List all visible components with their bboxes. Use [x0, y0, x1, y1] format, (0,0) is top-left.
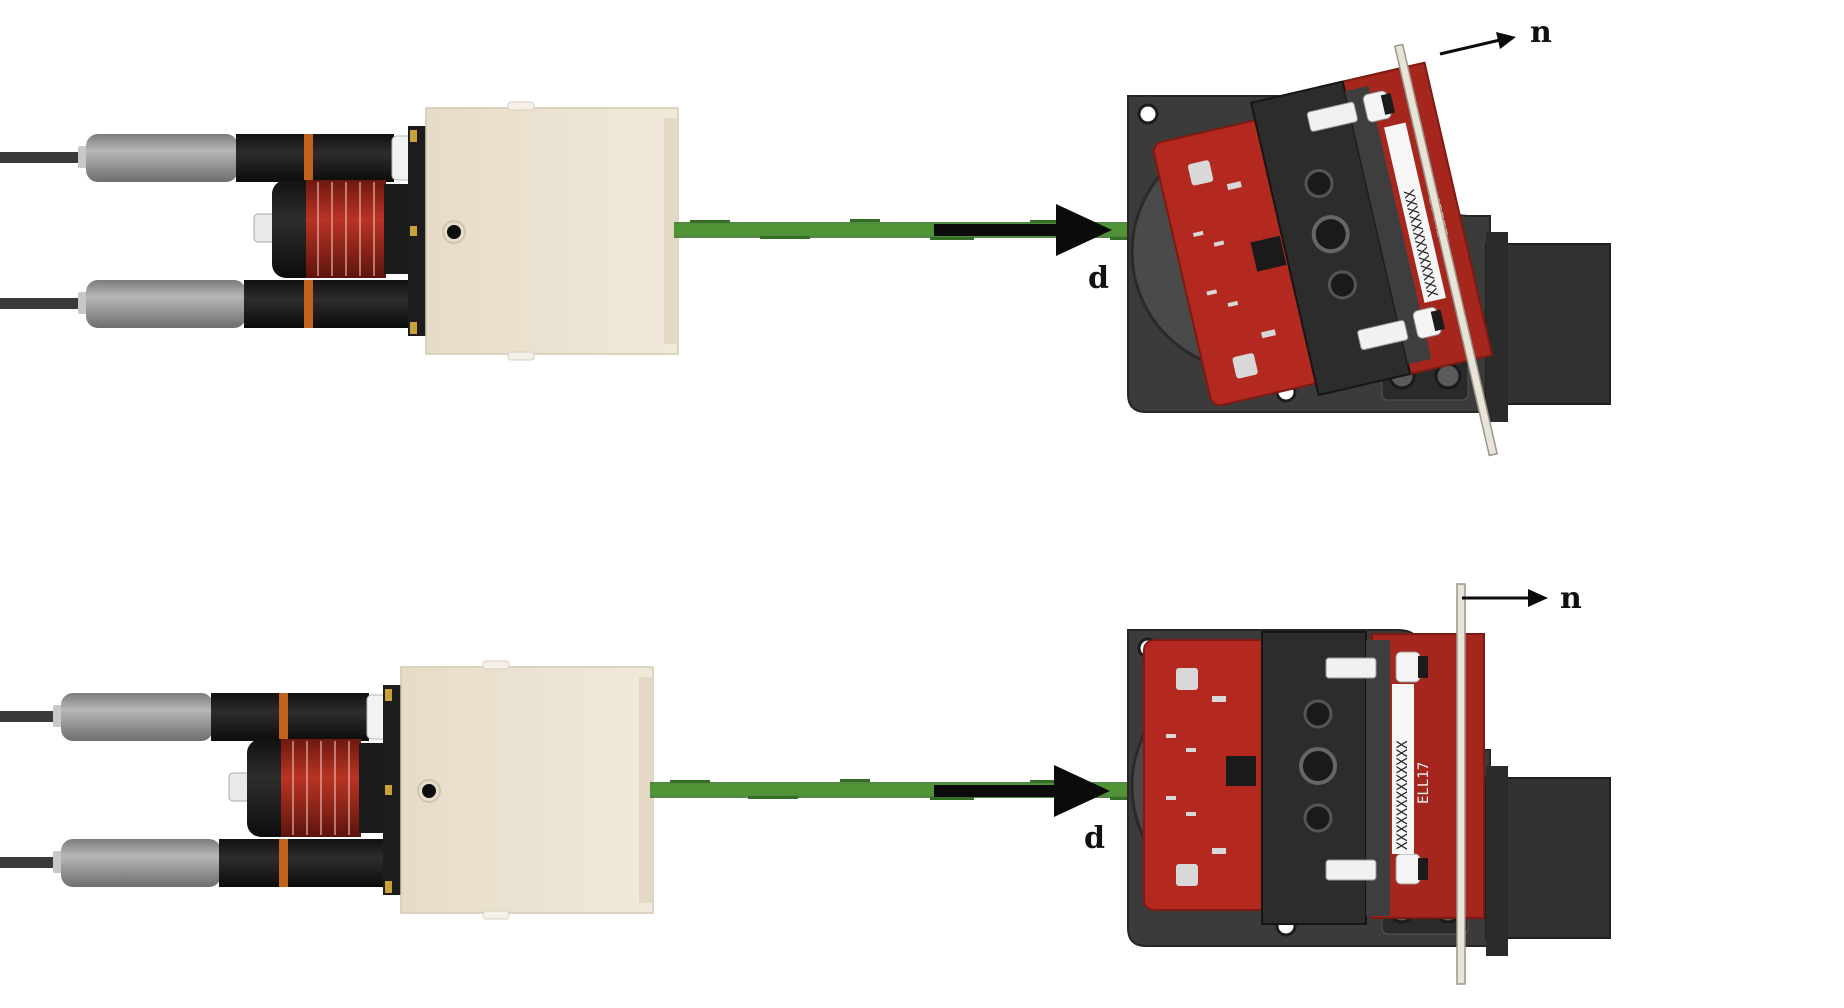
top-light-source [0, 101, 679, 361]
bottom-serial-label: XXXXXXXXXXXXX [1395, 740, 1411, 850]
top-rotation-mount: XXXXXXXXXXXXX ELL17 [1126, 43, 1612, 457]
top-plate [1393, 43, 1499, 457]
bottom-d-arrow [934, 765, 1110, 817]
top-n-arrow [1439, 32, 1516, 56]
bottom-n-arrow [1462, 589, 1548, 607]
top-n-label: n [1530, 15, 1552, 50]
top-d-label: d [1088, 261, 1109, 296]
bottom-plate [1456, 583, 1466, 985]
top-d-arrow [934, 204, 1112, 256]
bottom-n-label: n [1560, 581, 1582, 616]
bottom-light-source [0, 660, 654, 920]
bottom-d-label: d [1084, 821, 1105, 856]
bottom-motor-label: ELL17 [1416, 762, 1432, 804]
top-panel: d [0, 15, 1612, 457]
bottom-panel: d [0, 581, 1612, 985]
bottom-rotation-mount: XXXXXXXXXXXXX ELL17 [1126, 583, 1612, 985]
